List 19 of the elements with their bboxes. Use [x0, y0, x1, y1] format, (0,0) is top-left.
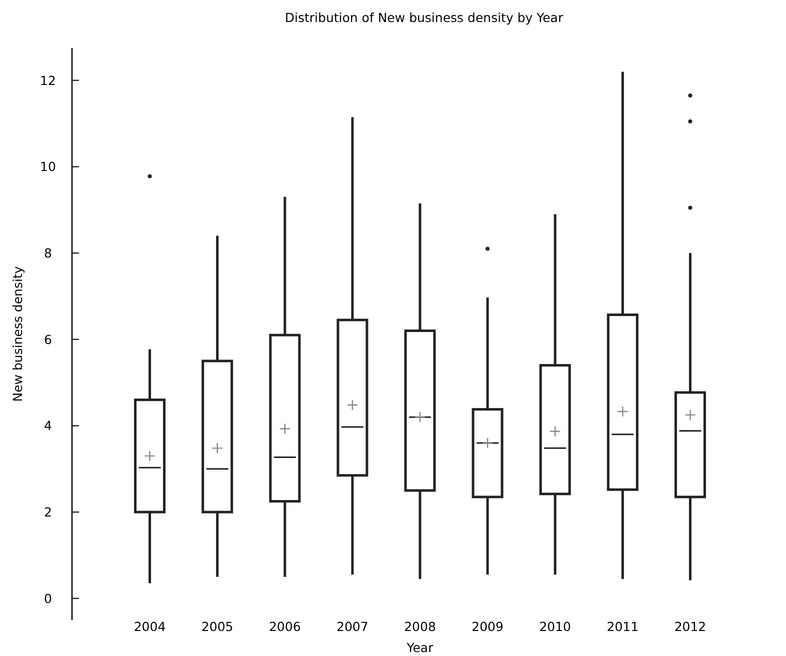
- x-tick-label: 2010: [539, 619, 572, 634]
- x-tick-label: 2009: [472, 619, 504, 634]
- x-tick-label: 2011: [606, 619, 639, 634]
- x-tick-label: 2004: [134, 619, 166, 634]
- y-tick-label: 4: [44, 418, 52, 434]
- x-tick-label: 2012: [674, 619, 706, 634]
- y-axis-title: New business density: [10, 266, 25, 402]
- y-tick-label: 0: [44, 590, 52, 606]
- x-tick-label: 2008: [404, 619, 436, 634]
- x-tick-label: 2007: [336, 619, 368, 634]
- y-tick-label: 10: [40, 159, 56, 174]
- x-tick-label: 2005: [201, 619, 234, 634]
- y-tick-label: 2: [44, 504, 52, 520]
- x-axis-title: Year: [406, 640, 434, 655]
- y-tick-label: 6: [44, 332, 52, 347]
- y-tick-label: 8: [44, 245, 52, 260]
- chart-title: Distribution of New business density by Year: [284, 10, 564, 25]
- x-tick-label: 2006: [268, 619, 301, 634]
- y-tick-label: 12: [40, 72, 56, 88]
